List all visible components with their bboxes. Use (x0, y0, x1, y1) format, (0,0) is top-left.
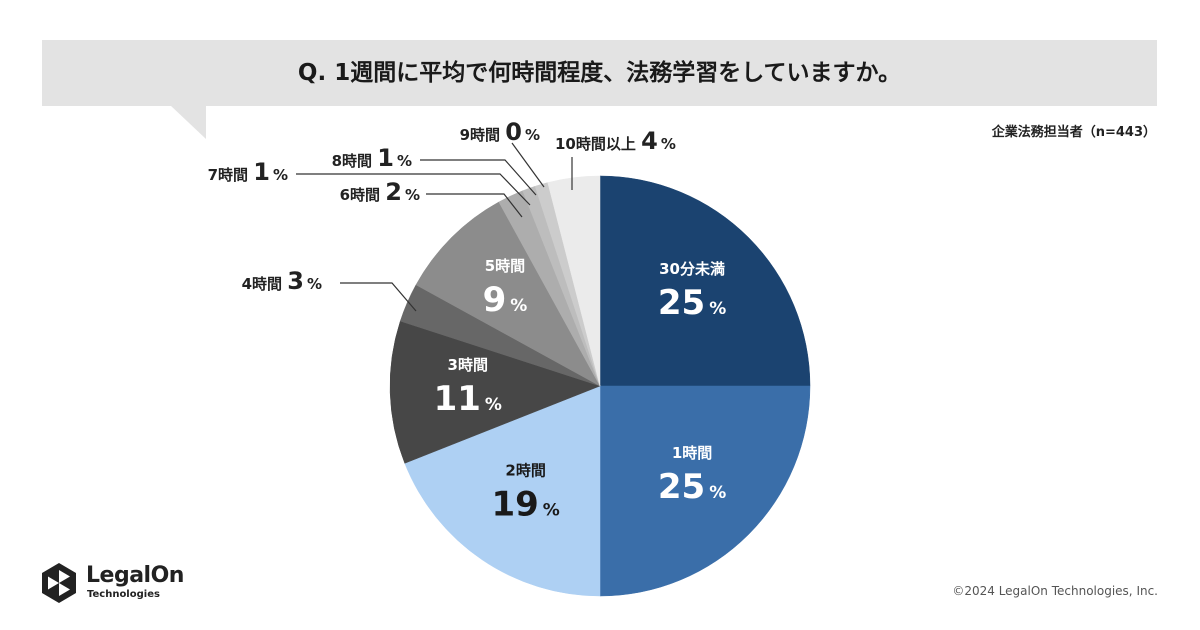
slice-value-label: 25% (658, 467, 726, 507)
pie-slice (599, 175, 811, 387)
slice-outside-label: 9時間 0% (460, 118, 540, 146)
copyright-text: ©2024 LegalOn Technologies, Inc. (952, 584, 1158, 598)
legalon-logo-icon (42, 563, 76, 603)
slice-outside-label: 7時間 1% (208, 158, 288, 186)
leader-line (296, 173, 531, 206)
slice-label: 5時間 (485, 257, 525, 275)
pie-slices (389, 175, 811, 597)
slice-label: 2時間 (505, 461, 545, 479)
leader-line (511, 142, 545, 188)
pie-slice (599, 385, 811, 597)
leader-line (426, 193, 523, 218)
pie-slice (389, 320, 601, 464)
leader-line (420, 159, 537, 196)
question-title: Q. 1週間に平均で何時間程度、法務学習をしていますか。 (297, 60, 902, 86)
slice-label: 1時間 (672, 444, 712, 462)
logo-name: LegalOn (86, 563, 184, 588)
slice-value-label: 9% (483, 280, 528, 320)
speech-bubble-tail (170, 105, 206, 139)
slice-label: 3時間 (448, 356, 488, 374)
logo-subtitle: Technologies (87, 589, 160, 600)
slice-value-label: 25% (658, 283, 726, 323)
slice-label: 30分未満 (659, 260, 725, 278)
pie-slice (404, 385, 601, 597)
slice-outside-label: 8時間 1% (332, 144, 412, 172)
slice-outside-label: 10時間以上 4% (555, 127, 676, 155)
question-banner (42, 40, 1157, 106)
slice-value-label: 19% (491, 484, 559, 524)
legalon-logo: LegalOn Technologies (40, 562, 210, 606)
pie-labels: 30分未満 25 % 1時間 25 % 2時間 19 % 3時間 11 % 4時間 3 % 5時間 9 % 6時間… (208, 118, 727, 524)
slice-outside-label: 4時間 3% (242, 267, 322, 295)
pie-slice (547, 175, 601, 387)
slice-value-label: 11% (434, 379, 502, 419)
pie-slice (415, 201, 601, 387)
leader-line (340, 282, 417, 312)
slice-outside-label: 6時間 2% (340, 178, 420, 206)
sample-size-note: 企業法務担当者（n=443） (991, 125, 1156, 140)
